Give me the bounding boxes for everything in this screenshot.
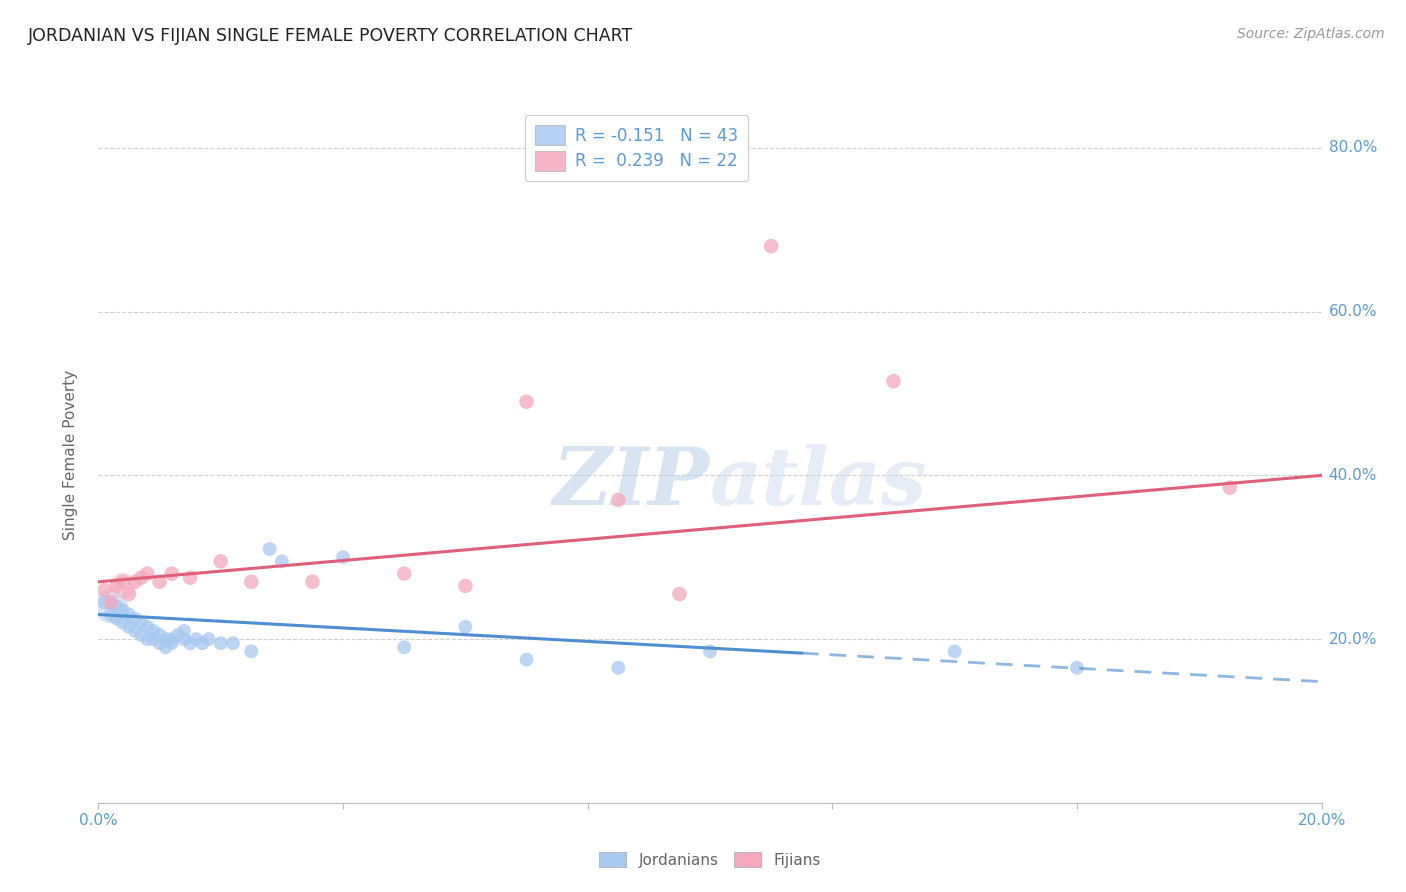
Point bbox=[111, 603, 134, 617]
Point bbox=[259, 542, 281, 557]
Text: 20.0%: 20.0% bbox=[1329, 632, 1376, 647]
Point bbox=[160, 566, 183, 581]
Point bbox=[191, 636, 214, 650]
Point bbox=[197, 632, 219, 646]
Point bbox=[392, 640, 416, 655]
Point bbox=[160, 636, 183, 650]
Point bbox=[111, 579, 134, 593]
Point bbox=[209, 554, 232, 568]
Point bbox=[155, 640, 177, 655]
Point bbox=[100, 595, 122, 609]
Point bbox=[136, 566, 159, 581]
Point bbox=[454, 579, 477, 593]
Point bbox=[1066, 661, 1088, 675]
Point bbox=[668, 587, 690, 601]
Point bbox=[516, 394, 538, 409]
Point bbox=[124, 624, 146, 638]
Point bbox=[301, 574, 323, 589]
Point bbox=[100, 599, 122, 614]
Point bbox=[124, 574, 146, 589]
Point bbox=[105, 599, 128, 614]
Point bbox=[270, 554, 292, 568]
Point bbox=[699, 644, 721, 658]
Text: atlas: atlas bbox=[710, 444, 928, 522]
Text: JORDANIAN VS FIJIAN SINGLE FEMALE POVERTY CORRELATION CHART: JORDANIAN VS FIJIAN SINGLE FEMALE POVERT… bbox=[28, 27, 633, 45]
Y-axis label: Single Female Poverty: Single Female Poverty bbox=[63, 370, 77, 540]
Text: 40.0%: 40.0% bbox=[1329, 468, 1376, 483]
Point bbox=[607, 492, 630, 507]
Point bbox=[129, 571, 152, 585]
Point bbox=[93, 595, 115, 609]
Point bbox=[1219, 481, 1241, 495]
Point bbox=[118, 587, 141, 601]
Point bbox=[149, 636, 172, 650]
Point bbox=[105, 612, 128, 626]
Point bbox=[142, 624, 165, 638]
Point bbox=[155, 632, 177, 646]
Point bbox=[105, 579, 128, 593]
Point bbox=[136, 632, 159, 646]
Text: 60.0%: 60.0% bbox=[1329, 304, 1376, 319]
Text: Source: ZipAtlas.com: Source: ZipAtlas.com bbox=[1237, 27, 1385, 41]
Point bbox=[209, 636, 232, 650]
Point bbox=[179, 636, 201, 650]
Point bbox=[454, 620, 477, 634]
Point bbox=[136, 620, 159, 634]
Point bbox=[124, 612, 146, 626]
Point bbox=[392, 566, 416, 581]
Point bbox=[142, 632, 165, 646]
Text: 80.0%: 80.0% bbox=[1329, 140, 1376, 155]
Point bbox=[186, 632, 208, 646]
Point bbox=[118, 607, 141, 622]
Point bbox=[149, 574, 172, 589]
Point bbox=[332, 550, 354, 565]
Point bbox=[111, 615, 134, 630]
Point bbox=[167, 628, 190, 642]
Point bbox=[240, 574, 263, 589]
Point bbox=[173, 624, 195, 638]
Point bbox=[149, 628, 172, 642]
Point bbox=[173, 632, 195, 646]
Point bbox=[118, 620, 141, 634]
Point bbox=[129, 628, 152, 642]
Point bbox=[759, 239, 782, 253]
Point bbox=[222, 636, 245, 650]
Point bbox=[883, 374, 905, 388]
Legend: Jordanians, Fijians: Jordanians, Fijians bbox=[592, 844, 828, 875]
Point bbox=[100, 607, 122, 622]
Point bbox=[607, 661, 630, 675]
Point bbox=[100, 595, 122, 609]
Point bbox=[943, 644, 966, 658]
Point bbox=[111, 574, 134, 589]
Point bbox=[129, 615, 152, 630]
Text: ZIP: ZIP bbox=[553, 444, 710, 522]
Point bbox=[240, 644, 263, 658]
Point bbox=[93, 582, 115, 597]
Point bbox=[160, 632, 183, 646]
Point bbox=[516, 652, 538, 666]
Point bbox=[179, 571, 201, 585]
